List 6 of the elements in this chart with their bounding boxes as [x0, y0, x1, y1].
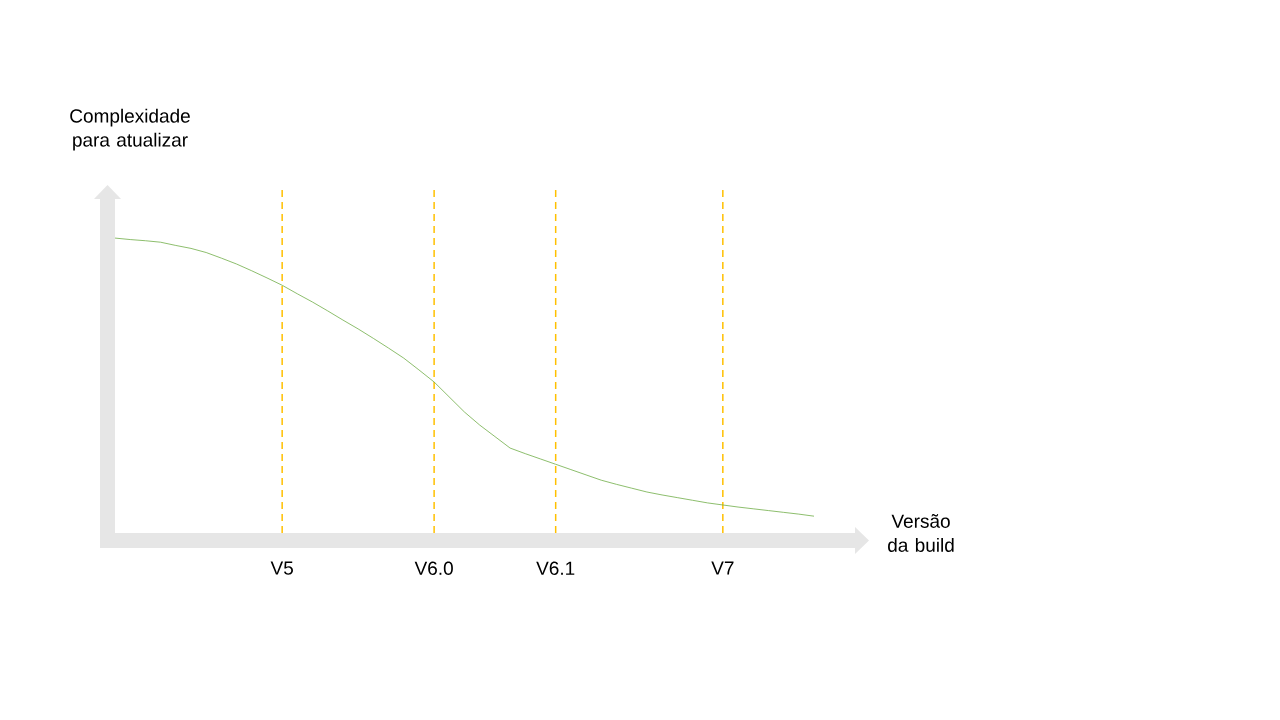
- x-tick-label: V6.1: [536, 561, 575, 575]
- x-tick-label: V7: [711, 561, 734, 575]
- x-axis-title: Versão da build: [888, 514, 954, 552]
- y-axis-title: Complexidade para atualizar: [70, 108, 190, 151]
- x-tick-label: V6.0: [414, 561, 453, 575]
- x-tick-label: V5: [270, 561, 293, 575]
